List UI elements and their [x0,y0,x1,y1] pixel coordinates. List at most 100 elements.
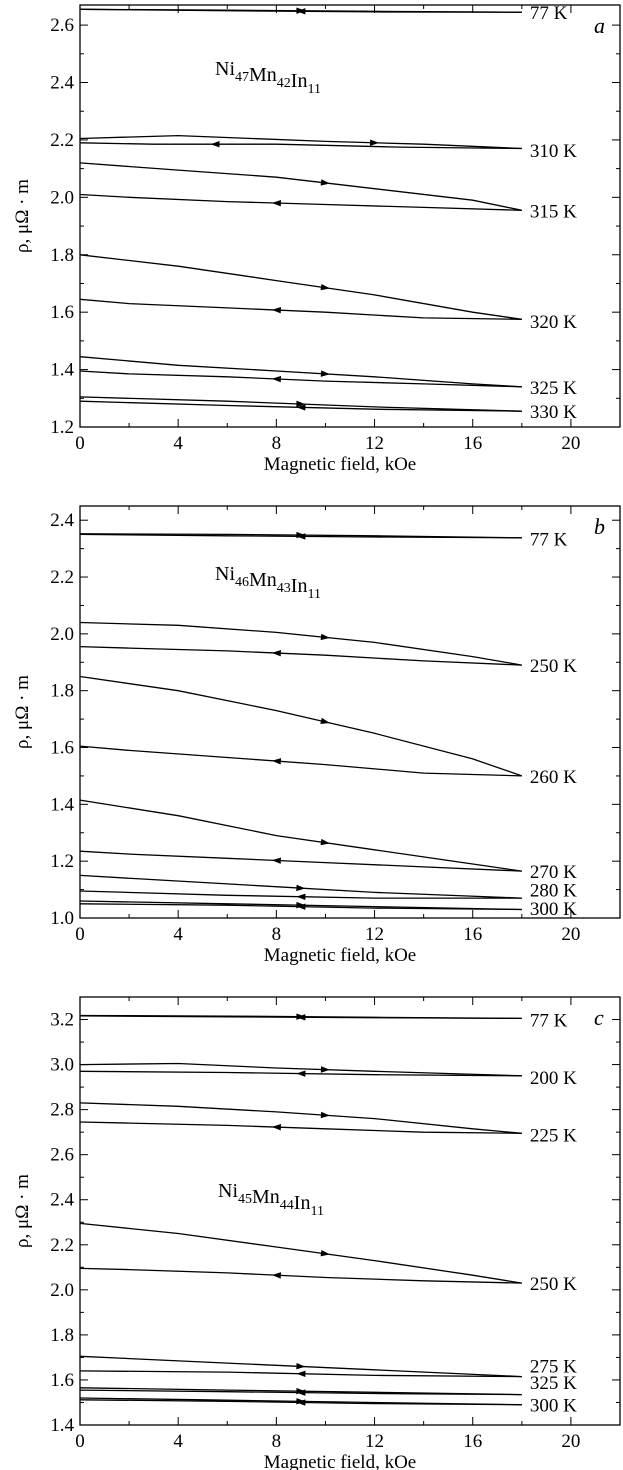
y-tick-label: 2.2 [50,567,74,588]
series-label: 330 K [530,402,577,423]
series-310-k: 310 K [79,134,577,162]
y-tick-label: 3.2 [50,1010,74,1031]
x-tick-label: 8 [272,924,282,945]
y-tick-label: 2.6 [50,15,74,36]
series-branch-up [79,621,522,666]
series-arrow [369,139,380,146]
plot-frame [79,4,621,428]
series-260-k: 260 K [79,675,577,788]
y-axis-label: ρ, μΩ · m [12,1174,33,1248]
series-77-k: 77 K [79,1011,568,1032]
x-tick-label: 20 [561,924,580,945]
series-label: 300 K [530,899,577,920]
series-325-k: 325 K [79,356,577,399]
series-branch-down [79,645,522,666]
y-tick-label: 2.0 [50,1280,74,1301]
series-branch-down [79,142,522,150]
series-325-k: 325 K [79,1373,577,1396]
x-tick-label: 4 [173,433,183,454]
series-label: 250 K [530,1274,577,1295]
series-label: 320 K [530,312,577,333]
series-arrow [271,375,281,383]
x-tick-label: 20 [561,1431,580,1452]
series-arrow [271,307,281,314]
series-label: 270 K [530,862,577,883]
series-arrow [320,717,330,725]
series-275-k: 275 K [79,1355,577,1378]
y-tick-label: 3.0 [50,1055,74,1076]
panel-b: 0 4 8 12 16 20 1.0 1.2 1.4 1.6 1.8 2.0 2.2 2.4 Magneti… [12,505,621,966]
series-branch-up [79,1102,522,1134]
series-arrow [271,650,281,657]
series-arrow [296,1014,306,1021]
y-tick-label: 2.0 [50,187,74,208]
series-branch-up [79,799,522,872]
plot-frame [79,505,621,919]
x-tick-label: 8 [272,1431,282,1452]
series-branch-up [79,1222,522,1284]
series-arrow [271,200,281,207]
series-label: 77 K [530,530,568,551]
series-label: 77 K [530,3,568,24]
series-300-k: 300 K [79,899,577,920]
series-arrow [296,893,306,900]
x-tick-label: 12 [365,433,384,454]
compound-label: Ni47Mn42In11 [215,58,321,97]
series-arrow [320,1111,330,1119]
x-tick-label: 4 [173,924,183,945]
series-arrow [271,1124,281,1131]
x-tick-label: 0 [75,1431,85,1452]
panel-a: 0 4 8 12 16 20 1.2 1.4 1.6 1.8 2.0 2.2 2.4 2.6 Magneti… [12,3,621,475]
y-tick-label: 2.2 [50,1235,74,1256]
panel-letter: a [594,13,605,38]
x-tick-label: 0 [75,924,85,945]
y-tick-label: 1.4 [50,1415,74,1436]
series-arrow [296,8,306,15]
y-tick-label: 2.4 [50,73,74,94]
series-arrow [271,1272,282,1279]
y-tick-label: 1.6 [50,1370,74,1391]
series-branch-down [79,370,522,388]
series-branch-up [79,1062,522,1077]
series-label: 300 K [530,1396,577,1417]
y-tick-label: 1.8 [50,681,74,702]
series-label: 280 K [530,881,577,902]
series-300-k: 300 K [79,1396,577,1417]
series-315-k: 315 K [79,162,577,222]
y-tick-label: 1.0 [50,908,74,929]
series-320-k: 320 K [79,254,577,333]
compound-label: Ni46Mn43In11 [215,563,321,602]
x-axis-label: Magnetic field, kOe [264,945,416,966]
series-arrow [296,1363,306,1370]
series-arrow [296,1070,306,1077]
y-tick-label: 1.4 [50,360,74,381]
series-arrow [296,1370,306,1378]
x-axis-label: Magnetic field, kOe [264,454,416,475]
y-tick-label: 2.4 [50,1190,74,1211]
series-branch-up [79,675,523,777]
series-330-k: 330 K [79,396,577,423]
series-branch-up [79,134,522,150]
y-tick-label: 2.8 [50,1100,74,1121]
series-77-k: 77 K [79,3,568,24]
series-arrow [296,1399,306,1406]
series-arrow [296,1389,306,1396]
y-tick-label: 1.2 [50,417,74,438]
series-arrow [296,884,306,892]
y-tick-label: 2.6 [50,1145,74,1166]
y-tick-label: 1.4 [50,794,74,815]
series-arrow [296,903,306,910]
y-tick-label: 1.6 [50,302,74,323]
series-77-k: 77 K [79,530,568,551]
series-arrow [271,758,282,765]
panel-c: 0 4 8 12 16 20 1.4 1.6 1.8 2.0 2.2 2.4 2.6 2.8 3.0 3.2 M… [12,996,621,1470]
series-arrow [271,857,281,864]
series-200-k: 200 K [79,1062,577,1089]
series-branch-down [79,193,522,211]
series-arrow [320,633,330,641]
series-arrow [320,1066,330,1073]
series-280-k: 280 K [79,874,577,902]
x-tick-label: 0 [75,433,85,454]
panel-letter: b [594,514,605,539]
series-label: 325 K [530,1373,577,1394]
